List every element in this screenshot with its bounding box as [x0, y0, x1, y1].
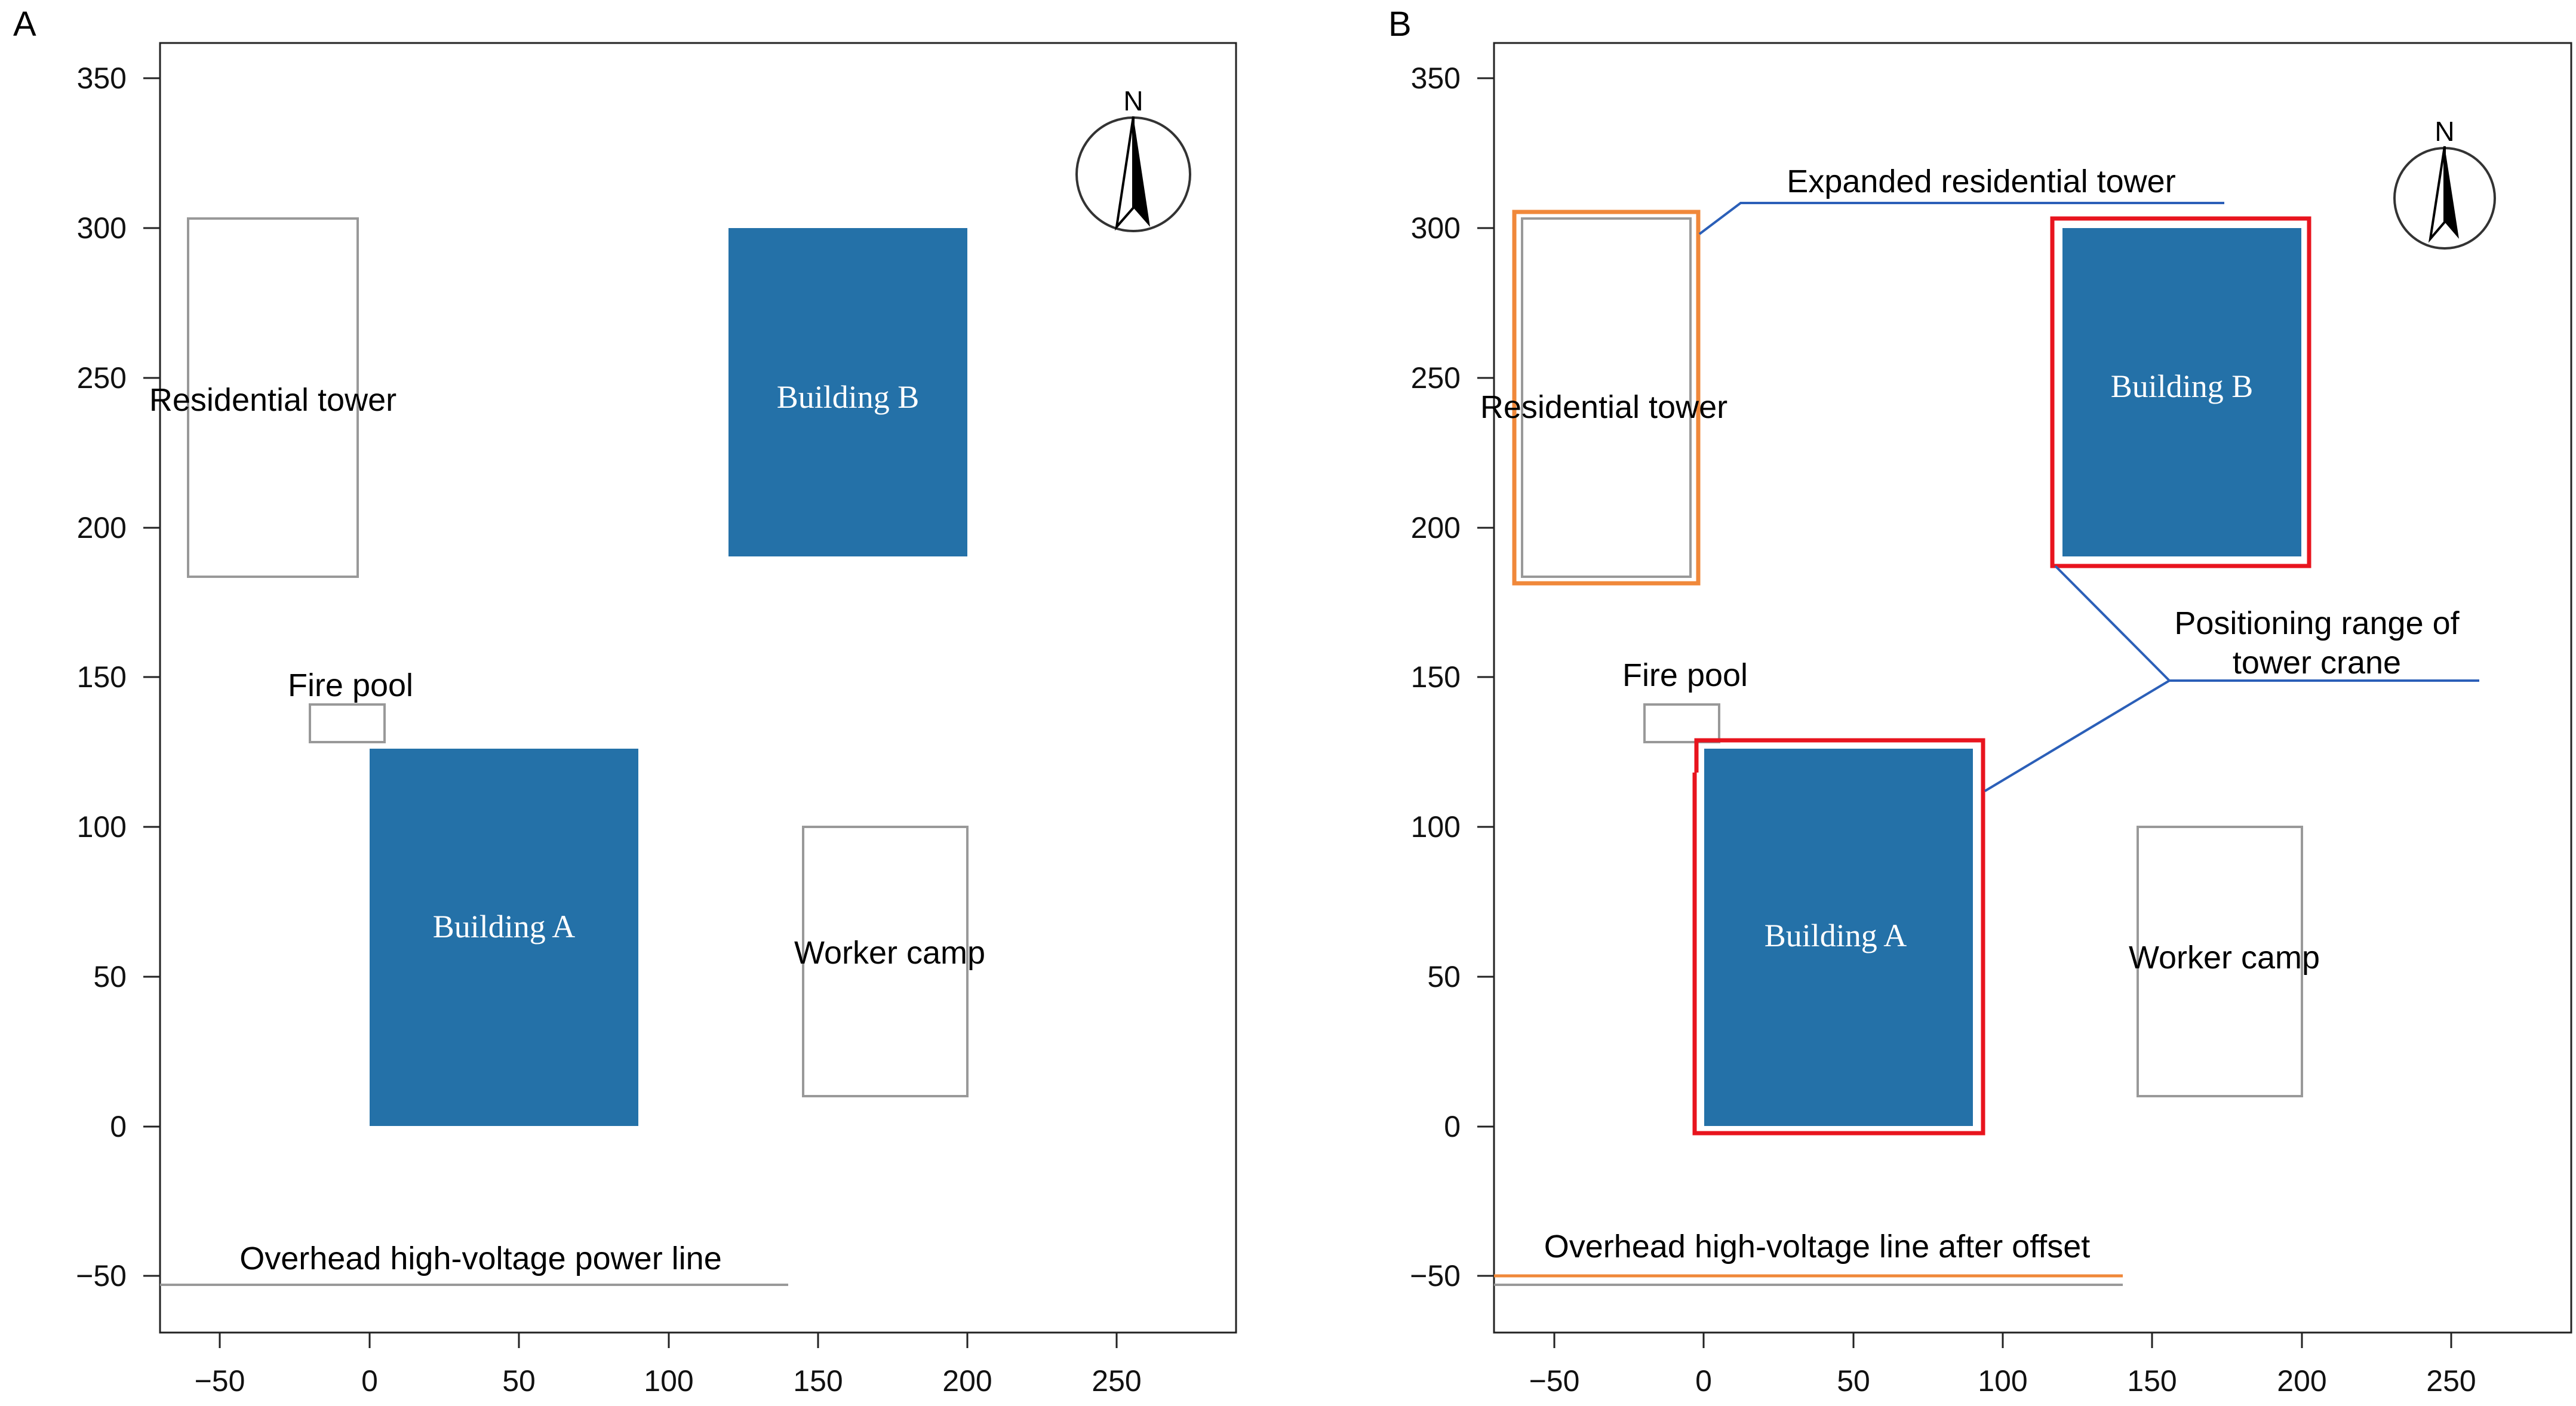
y-tick-label: 300	[1411, 211, 1461, 245]
x-tick-label: 250	[2426, 1364, 2476, 1398]
y-tick-label: 50	[1427, 960, 1461, 993]
x-tick-label: 150	[2127, 1364, 2177, 1398]
crane-range-b	[2050, 216, 2311, 568]
building-b	[2062, 228, 2301, 556]
y-tick-label: 300	[77, 211, 127, 245]
building-b-label: Building B	[777, 379, 920, 415]
panel-b-y-axis: 350 300 250 200 150 100 50 0 −50	[1410, 61, 1494, 1293]
residential-tower-label: Residential tower	[149, 382, 396, 418]
expanded-residential-tower-outline	[1512, 210, 1701, 586]
expanded-callout-line	[1698, 202, 2224, 235]
y-tick-label: 100	[1411, 810, 1461, 844]
y-tick-label: −50	[76, 1259, 127, 1293]
fire-pool-label: Fire pool	[1622, 657, 1748, 693]
panel-a-x-axis: −50 0 50 100 150 200 250	[195, 1333, 1142, 1398]
y-tick-label: 250	[77, 361, 127, 395]
building-a-label: Building A	[1765, 918, 1907, 953]
expanded-tower-label: Expanded residential tower	[1787, 164, 2175, 199]
north-label: N	[2434, 116, 2454, 147]
y-tick-label: 350	[1411, 61, 1461, 95]
x-tick-label: 150	[793, 1364, 843, 1398]
building-a	[370, 749, 638, 1126]
x-tick-label: 200	[2277, 1364, 2326, 1398]
x-tick-label: −50	[1529, 1364, 1580, 1398]
north-label: N	[1123, 85, 1143, 116]
positioning-label-line1: Positioning range of	[2174, 605, 2460, 641]
power-line-label: Overhead high-voltage line after offset	[1544, 1229, 2091, 1265]
worker-camp-label: Worker camp	[2129, 940, 2320, 976]
x-tick-label: 0	[1695, 1364, 1712, 1398]
y-tick-label: 350	[77, 61, 127, 95]
x-tick-label: 100	[1978, 1364, 2027, 1398]
building-b-label: Building B	[2111, 368, 2254, 404]
y-tick-label: −50	[1410, 1259, 1461, 1293]
residential-tower-outline	[187, 217, 359, 578]
x-tick-label: 250	[1092, 1364, 1141, 1398]
building-a-label: Building A	[433, 909, 576, 944]
y-tick-label: 100	[77, 810, 127, 844]
north-compass-icon: N	[2393, 116, 2496, 250]
crane-range-a	[1692, 738, 1985, 1136]
building-b	[728, 228, 967, 556]
x-tick-label: 200	[942, 1364, 992, 1398]
positioning-callout-line-a	[1984, 679, 2479, 792]
fire-pool-label: Fire pool	[288, 667, 413, 703]
y-tick-label: 50	[93, 960, 127, 993]
x-tick-label: 0	[361, 1364, 378, 1398]
y-tick-label: 150	[77, 660, 127, 694]
panel-a-y-axis: 350 300 250 200 150 100 50 0 −50	[76, 61, 160, 1293]
y-tick-label: 200	[77, 511, 127, 544]
x-tick-label: −50	[195, 1364, 245, 1398]
worker-camp-outline	[802, 826, 969, 1097]
fire-pool-outline	[309, 703, 386, 743]
panel-a: A 350 300 250 200 150 100 50 0 −50	[13, 5, 1237, 1398]
panel-b-letter: B	[1388, 5, 1412, 44]
north-compass-icon: N	[1075, 85, 1191, 232]
worker-camp-label: Worker camp	[794, 935, 985, 971]
x-tick-label: 100	[644, 1364, 693, 1398]
positioning-callout-line-b	[2054, 565, 2171, 682]
y-tick-label: 200	[1411, 511, 1461, 544]
residential-tower-outline	[1521, 217, 1692, 578]
positioning-label-line2: tower crane	[2233, 645, 2401, 681]
fire-pool-outline	[1643, 703, 1720, 743]
y-tick-label: 250	[1411, 361, 1461, 395]
y-tick-label: 0	[110, 1110, 127, 1143]
y-tick-label: 0	[1444, 1110, 1461, 1143]
panel-b-x-axis: −50 0 50 100 150 200 250	[1529, 1333, 2476, 1398]
x-tick-label: 50	[1837, 1364, 1870, 1398]
power-line-label: Overhead high-voltage power line	[239, 1241, 722, 1276]
residential-tower-label: Residential tower	[1480, 389, 1727, 425]
x-tick-label: 50	[502, 1364, 536, 1398]
panel-b: B 350 300 250 200 150 100 50 0 −50	[1388, 5, 2572, 1398]
panel-a-letter: A	[13, 5, 36, 44]
y-tick-label: 150	[1411, 660, 1461, 694]
worker-camp-outline	[2137, 826, 2303, 1097]
building-a	[1704, 749, 1973, 1126]
